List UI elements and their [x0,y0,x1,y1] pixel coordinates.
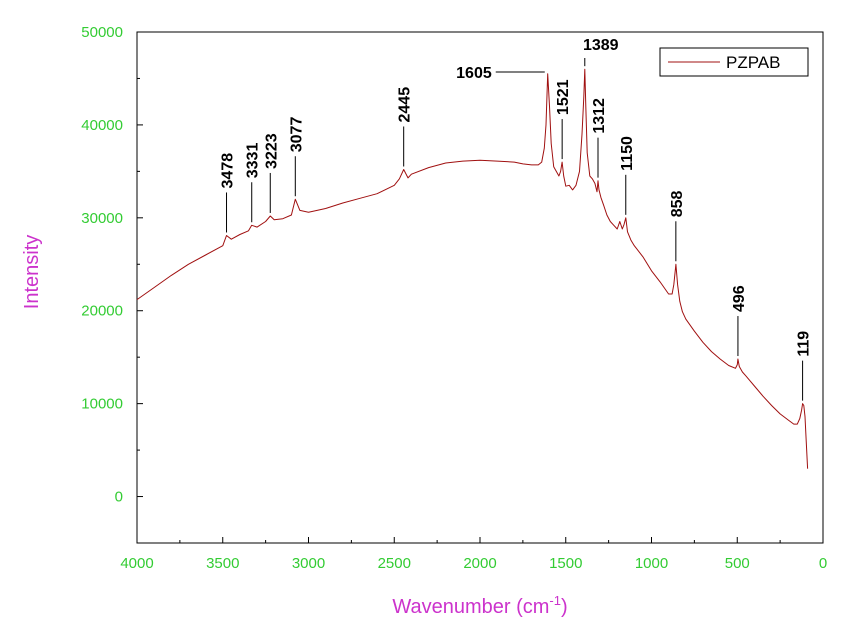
y-tick-label: 0 [115,489,123,506]
x-tick-label: 2000 [463,555,496,572]
legend: PZPAB [659,47,809,77]
y-axis-ticks: 0 10000 20000 30000 40000 50000 [81,24,143,544]
x-tick-label: 3000 [292,555,325,572]
y-tick-label: 40000 [81,117,123,134]
annotation-label: 1521 [555,79,572,115]
y-axis-title: Intensity [21,235,43,309]
annotation-label: 3331 [245,143,262,179]
x-tick-label: 2500 [378,555,411,572]
annotation-label: 1389 [583,37,619,54]
annotation-label: 1150 [619,136,636,171]
y-tick-label: 30000 [81,210,123,227]
x-tick-label: 4000 [120,555,153,572]
annotation-label: 3223 [263,133,280,169]
peak-annotations: 3478 3331 3223 3077 2445 1605 1521 1389 1312 1150… [220,37,813,401]
annotation-label: 2445 [397,87,414,123]
x-tick-label: 500 [725,555,750,572]
series-line-pzpab [136,68,809,469]
x-tick-label: 1000 [635,555,668,572]
y-tick-label: 20000 [81,303,123,320]
annotation-label: 496 [731,285,748,312]
x-axis-title-main: Wavenumber (cm [392,596,549,618]
series-group [136,68,809,469]
legend-label-pzpab: PZPAB [726,53,780,72]
x-axis-title-superscript: -1 [549,593,561,608]
x-tick-label: 3500 [206,555,239,572]
annotation-label: 119 [796,331,813,357]
annotation-label: 1312 [591,98,608,134]
x-axis-title: Wavenumber (cm-1) [392,593,567,618]
annotation-label: 3077 [288,117,305,153]
x-tick-label: 0 [819,555,827,572]
x-tick-label: 1500 [549,555,582,572]
x-axis-ticks: 4000 3500 3000 2500 2000 1500 1000 500 0 [120,537,827,572]
x-axis-title-end: ) [561,596,568,618]
annotation-label: 3478 [220,153,237,189]
annotation-label: 1605 [456,65,492,82]
annotation-label: 858 [669,190,686,217]
y-tick-label: 50000 [81,24,123,41]
y-tick-label: 10000 [81,396,123,413]
